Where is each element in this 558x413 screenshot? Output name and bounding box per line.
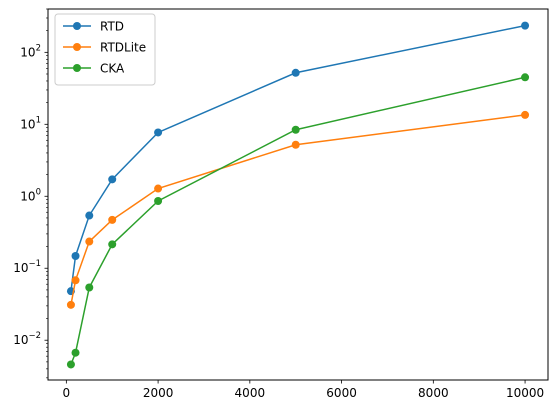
data-point-rtdlite: [71, 276, 80, 285]
y-tick-label: 100: [20, 187, 41, 203]
data-point-rtdlite: [521, 110, 530, 119]
data-point-rtdlite: [85, 237, 94, 246]
y-tick-label: 101: [20, 115, 41, 131]
x-tick-label: 6000: [326, 386, 357, 400]
x-tick-label: 0: [63, 386, 71, 400]
data-point-rtd: [291, 68, 300, 77]
data-point-rtd: [108, 175, 117, 184]
data-point-rtdlite: [108, 215, 117, 224]
data-point-cka: [108, 240, 117, 249]
legend-swatch-marker: [73, 22, 81, 30]
x-tick-label: 4000: [235, 386, 266, 400]
series-rtdlite: [66, 110, 530, 309]
data-point-cka: [71, 348, 80, 357]
data-point-rtd: [521, 21, 530, 30]
data-point-cka: [291, 125, 300, 134]
series-cka: [66, 73, 530, 369]
y-axis: 10−2 10−1 100 101 102: [13, 8, 48, 379]
legend-label: RTD: [100, 20, 124, 34]
series-line-cka: [70, 76, 526, 365]
series-rtd: [66, 21, 530, 296]
data-point-cka: [66, 360, 75, 369]
data-point-rtd: [154, 128, 163, 137]
data-point-rtdlite: [154, 184, 163, 193]
x-axis: 0 2000 4000 6000 8000 10000: [63, 380, 544, 400]
data-point-rtdlite: [66, 300, 75, 309]
legend-item-rtd: RTD: [63, 20, 124, 34]
data-point-rtd: [71, 251, 80, 260]
y-tick-label: 10−2: [13, 331, 41, 347]
data-point-rtd: [85, 211, 94, 220]
y-tick-label: 10−1: [13, 259, 41, 275]
data-point-cka: [521, 73, 530, 82]
y-tick-label: 102: [20, 43, 41, 59]
data-point-cka: [85, 283, 94, 292]
legend-item-cka: CKA: [63, 62, 125, 76]
x-tick-label: 8000: [418, 386, 449, 400]
x-tick-label: 10000: [506, 386, 544, 400]
legend: RTD RTDLite CKA: [54, 13, 156, 86]
plot-frame: [47, 8, 549, 381]
x-tick-label: 2000: [143, 386, 174, 400]
legend-label: CKA: [100, 62, 125, 76]
legend-label: RTDLite: [100, 41, 146, 55]
legend-item-rtdlite: RTDLite: [63, 41, 146, 55]
data-point-cka: [154, 196, 163, 205]
legend-swatch-marker: [73, 43, 81, 51]
legend-swatch-marker: [73, 64, 81, 72]
data-point-rtdlite: [291, 140, 300, 149]
